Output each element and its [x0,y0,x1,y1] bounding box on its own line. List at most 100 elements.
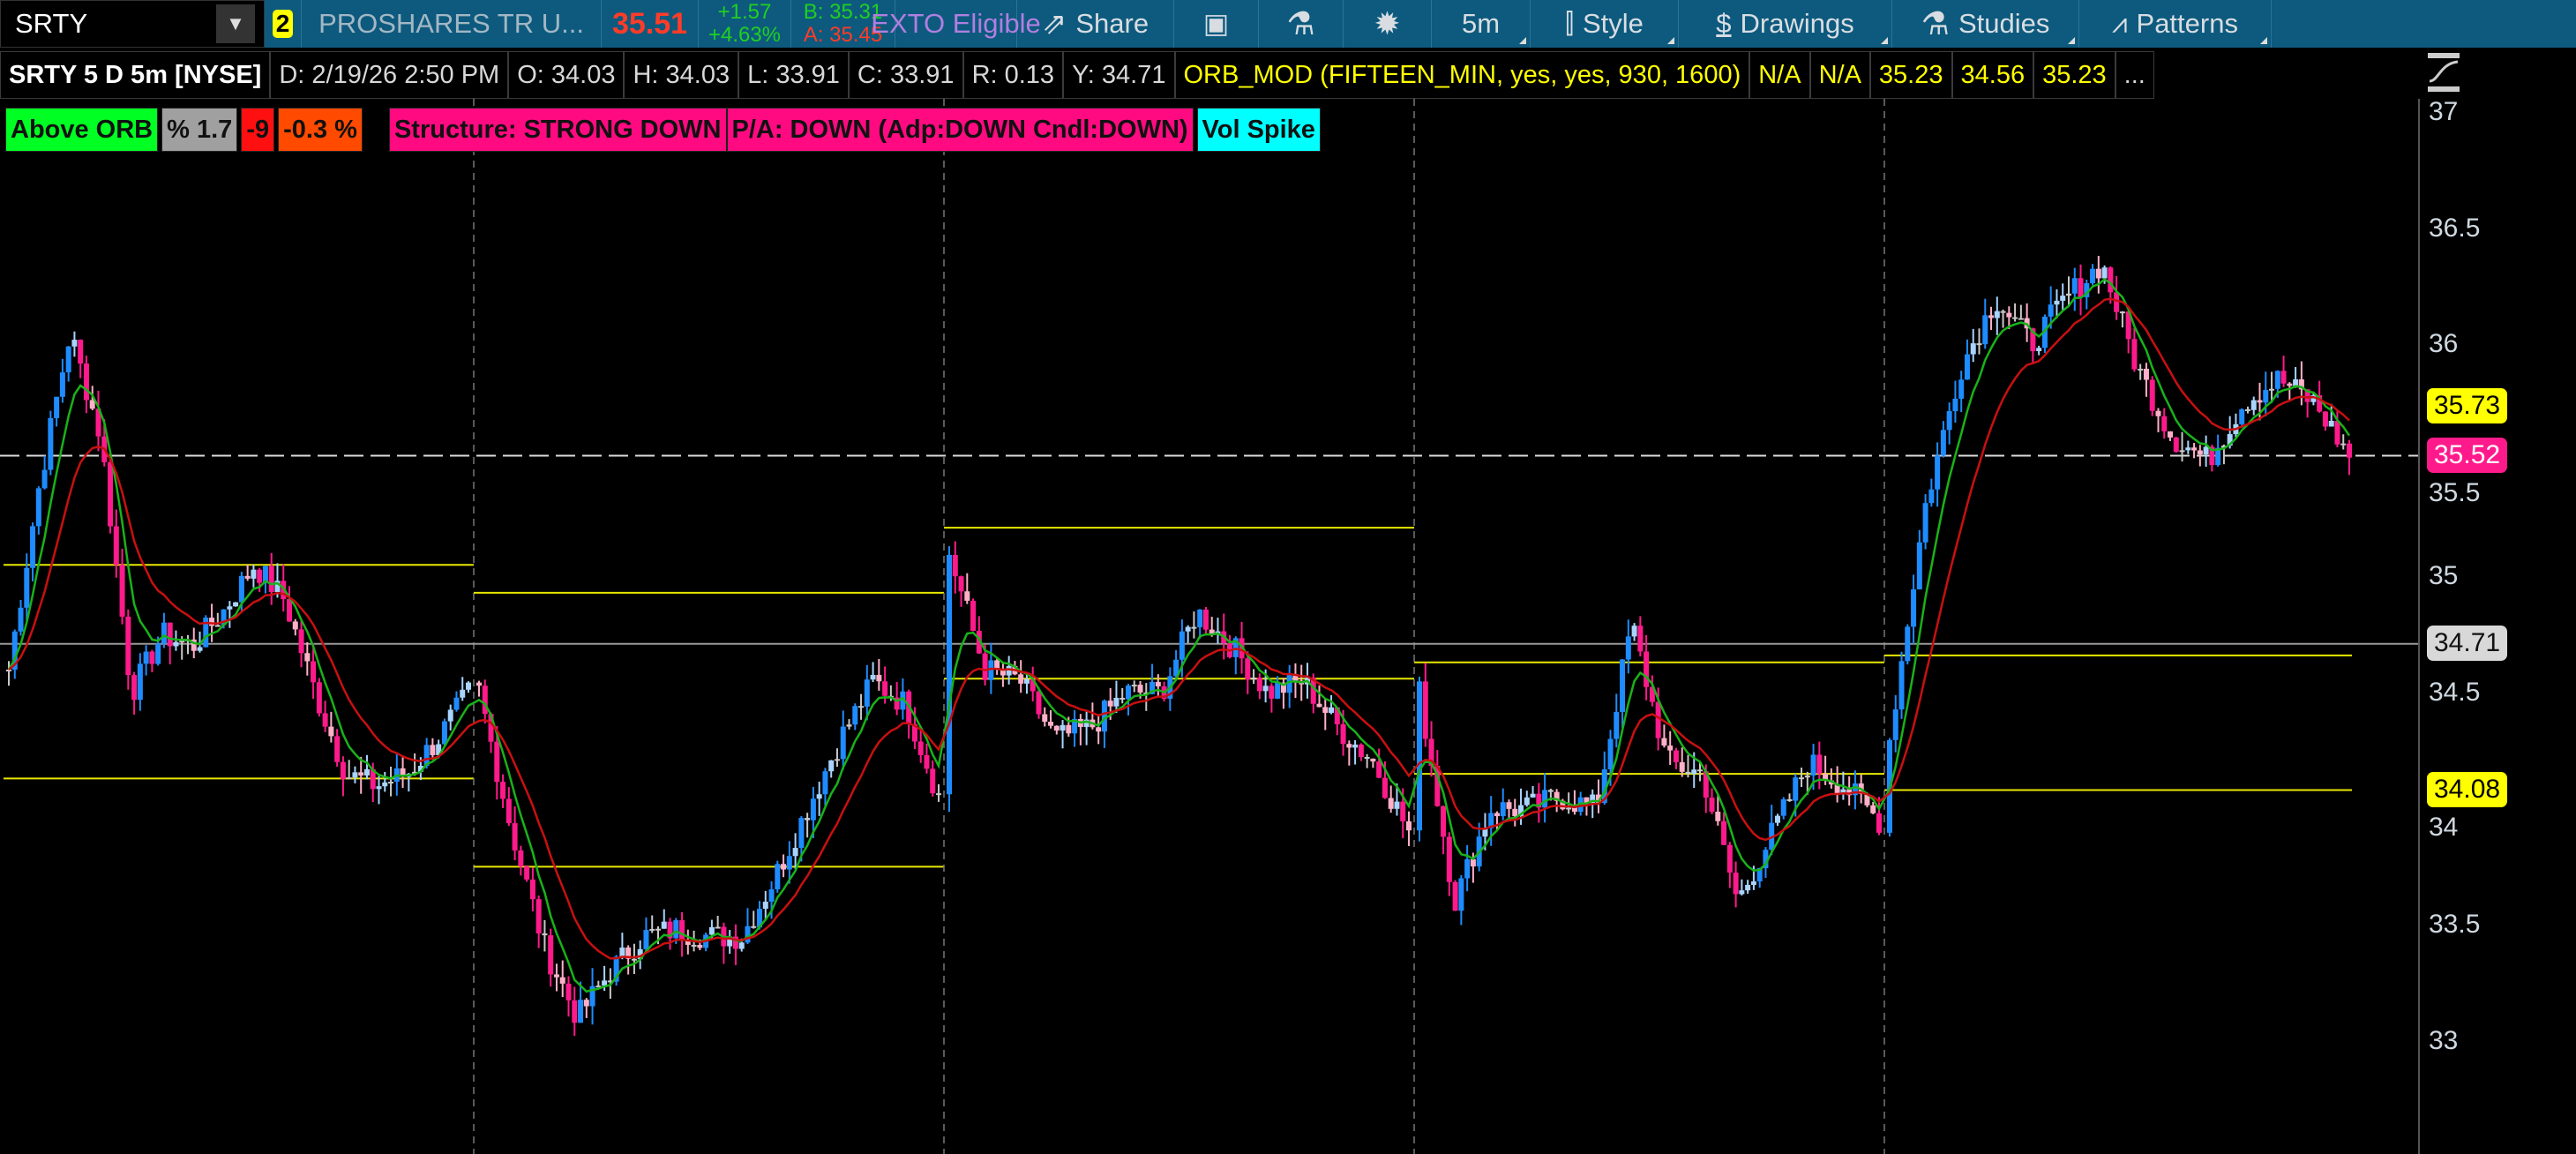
candle-body [358,772,364,776]
candle-body [125,616,131,676]
candle-body [149,651,155,664]
candle-body [572,1000,578,1023]
price-chart[interactable] [0,99,2418,1154]
chart-title[interactable]: SRTY 5 D 5m [NYSE] [0,51,271,99]
flask-button[interactable]: ⚗ [1259,0,1344,48]
candle-body [2185,447,2191,451]
candle-body [679,920,685,940]
indicator-badge: P/A: DOWN (Adp:DOWN Cndl:DOWN) [726,108,1194,152]
candle-body [2108,267,2114,293]
candle-body [1637,626,1644,652]
candle-body [1053,725,1060,731]
candle-body [512,823,518,851]
candle-body [1649,686,1655,702]
timeframe-button[interactable]: 5m [1432,0,1531,48]
chevron-down-icon[interactable]: ▼ [216,4,255,43]
candle-body [1262,686,1269,692]
candle-body [1286,673,1292,693]
candle-body [447,709,453,722]
share-button[interactable]: ⇗ Share [1017,0,1174,48]
patterns-button[interactable]: ⩘ Patterns [2079,0,2272,48]
study-name[interactable]: ORB_MOD (FIFTEEN_MIN, yes, yes, 930, 160… [1174,51,1750,99]
candle-body [2244,408,2250,411]
indicator-badges: Above ORB% 1.7 -9 -0.3 % Structure: STRONG … [5,108,1321,152]
candle-body [2293,378,2299,386]
candle-body [822,771,828,795]
candle-body [858,706,865,708]
candle-body [2012,317,2018,319]
candle-body [2084,283,2090,297]
candle-body [1595,794,1601,803]
studies-label: Studies [1958,8,2050,39]
candle-body [2220,446,2227,448]
bar-low: L: 33.91 [738,51,849,99]
studies-button[interactable]: ⚗ Studies [1892,0,2079,48]
settings-button[interactable]: ✹ [1344,0,1432,48]
candle-body [274,581,281,593]
drawings-button[interactable]: $ Drawings [1679,0,1892,48]
candle-body [762,902,768,910]
candle-body [1113,697,1120,707]
candle-body [1892,709,1898,740]
candle-body [1970,343,1976,355]
candle-body [2101,267,2108,279]
ema-fast-line [7,278,2351,993]
candle-body [423,745,430,767]
candle-body [1251,677,1257,680]
indicator-badge: Vol Spike [1196,108,1321,152]
price-tick: 37 [2429,97,2459,126]
candle-body [494,741,500,783]
candle-body [619,947,625,957]
candle-body [840,726,846,760]
candle-body [1096,727,1102,732]
candle-body [1232,638,1239,657]
study-value: 34.56 [1951,51,2034,99]
candle-body [1994,311,2000,318]
calendar-clock-icon: ▣ [1202,8,1230,39]
candle-body [2340,443,2347,446]
candle-body [667,921,673,939]
candle-body [227,606,233,610]
style-button[interactable]: ⫿ Style [1531,0,1679,48]
candle-body [1799,777,1805,780]
candle-body [952,554,958,577]
candle-body [41,469,48,489]
more-values-button[interactable]: ... [2115,51,2154,99]
price-axis[interactable]: 35.73 35.52 34.71 34.08 37 36.5 36 35.5 35 34.5 34… [2418,97,2576,1154]
candle-body [1023,678,1030,684]
calendar-clock-button[interactable]: ▣ [1174,0,1259,48]
candle-body [48,417,54,470]
candle-body [1072,718,1078,734]
candle-body [346,777,352,780]
last-price: 35.51 [602,0,699,48]
symbol-selector[interactable]: SRTY ▼ [0,0,265,48]
price-tick: 33 [2429,1025,2459,1055]
candle-body [1506,802,1512,809]
link-group-button[interactable]: 2 [265,0,302,48]
bar-range: R: 0.13 [962,51,1064,99]
candle-body [595,985,602,988]
candle-body [613,956,619,982]
price-tick: 35 [2429,561,2459,591]
price-tick: 34.5 [2429,678,2481,707]
study-wave-icon[interactable] [2424,51,2463,94]
candle-body [655,928,661,931]
candle-body [2018,318,2024,320]
candle-body [631,958,637,961]
candle-body [476,682,482,686]
candle-body [852,706,858,725]
candle-body [167,622,173,647]
candle-body [2274,371,2280,389]
candle-body [1500,802,1506,817]
candle-body [1709,798,1715,813]
candle-body [1137,685,1143,693]
candle-body [1810,754,1816,776]
candle-body [1120,697,1126,700]
study-value: 35.23 [1869,51,1952,99]
candle-body [2000,311,2006,313]
candle-body [1143,692,1149,694]
candle-body [2203,446,2209,455]
candle-body [298,629,304,654]
candle-body [2030,328,2036,351]
candle-body [430,745,436,755]
